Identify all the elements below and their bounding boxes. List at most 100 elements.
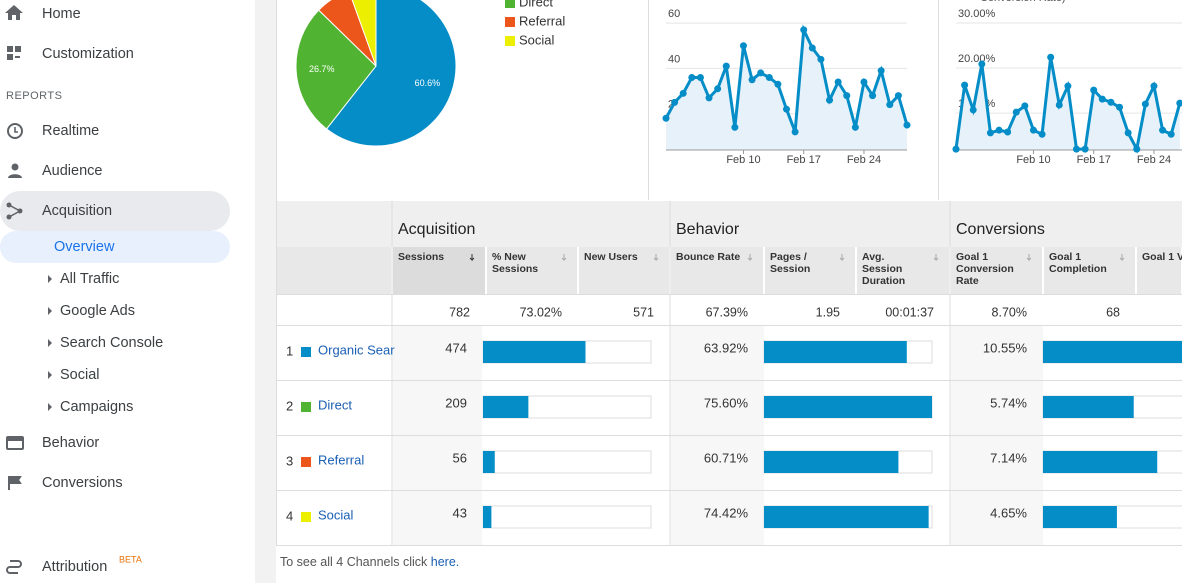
channel-swatch (301, 512, 311, 522)
total-value: 1.95 (816, 305, 840, 319)
channel-link[interactable]: Organic Sear (318, 342, 395, 357)
nav-item-active[interactable]: Overview (54, 239, 115, 255)
point (969, 106, 977, 114)
nav-section: REPORTS (6, 90, 62, 102)
column-header-label[interactable]: Sessions (492, 263, 538, 275)
nav-item[interactable]: Attribution (42, 559, 107, 575)
x-tick-label: Feb 24 (847, 154, 881, 166)
column-header-label[interactable]: Completion (1049, 263, 1107, 275)
point (1038, 130, 1046, 138)
group-header: Behavior (676, 221, 740, 238)
total-value: 782 (449, 305, 470, 319)
nav-subitem[interactable]: Search Console (60, 335, 163, 351)
sessions: 43 (453, 505, 467, 520)
point (808, 44, 816, 52)
sort-icon (747, 254, 753, 262)
nav-subitem[interactable]: Google Ads (60, 303, 135, 319)
column-header-label[interactable]: Bounce Rate (676, 251, 740, 263)
beta-badge: BETA (119, 554, 142, 564)
channel-link[interactable]: Referral (318, 452, 364, 467)
point (860, 78, 868, 86)
channel-swatch (301, 402, 311, 412)
point (851, 123, 859, 131)
pie-label: 26.7% (309, 64, 335, 74)
nav-subitem[interactable]: Campaigns (60, 399, 133, 415)
sort-icon (469, 254, 475, 262)
column-header-label[interactable]: Session (862, 263, 902, 275)
point (995, 126, 1003, 134)
point (791, 128, 799, 136)
x-tick-label: Feb 17 (1077, 154, 1111, 166)
bar (483, 451, 495, 473)
column-header-label[interactable]: Goal 1 (956, 251, 988, 263)
expand-arrow (48, 371, 52, 379)
nav-item[interactable]: Realtime (42, 123, 99, 139)
x-tick-label: Feb 10 (1016, 154, 1050, 166)
point (1090, 86, 1098, 94)
point (696, 73, 704, 81)
bar (1043, 451, 1158, 473)
bounce-rate: 74.42% (704, 505, 749, 520)
point (1150, 82, 1158, 90)
bounce-rate: 60.71% (704, 450, 749, 465)
y-tick-label: 20.00% (958, 53, 996, 65)
point (843, 92, 851, 100)
expand-arrow (48, 339, 52, 347)
bar-track (482, 450, 652, 474)
nav-item[interactable]: Conversions (42, 475, 123, 491)
nav-active (0, 231, 230, 263)
group-header-row (277, 201, 1182, 247)
cell-bg (951, 381, 1043, 435)
nav-item[interactable]: Customization (42, 46, 134, 62)
column-header-label[interactable]: Duration (862, 275, 905, 287)
column-header-label[interactable]: Sessions (398, 251, 444, 263)
point (1047, 53, 1055, 61)
chart-title: Conversion Rate) (980, 0, 1066, 4)
nav-item[interactable]: Acquisition (42, 203, 112, 219)
y-tick-label: 30.00% (958, 8, 996, 20)
nav-item[interactable]: Home (42, 6, 81, 22)
footer-link[interactable]: here. (431, 555, 460, 569)
point (765, 73, 773, 81)
bounce-rate: 63.92% (704, 340, 749, 355)
column-header-label[interactable]: Conversion (956, 263, 1014, 275)
nav-subitem[interactable]: All Traffic (60, 271, 119, 287)
total-value: 67.39% (706, 305, 748, 319)
channel-link[interactable]: Direct (318, 397, 352, 412)
nav-item[interactable]: Behavior (42, 435, 99, 451)
pie-slice (325, 0, 457, 147)
conversion-rate: 5.74% (990, 395, 1027, 410)
expand-arrow (48, 275, 52, 283)
conversion-rate: 7.14% (990, 450, 1027, 465)
nav-item[interactable]: Audience (42, 163, 102, 179)
column-header-label[interactable]: Goal 1 V (1142, 251, 1182, 263)
total-value: 571 (633, 305, 654, 319)
cell-bg (671, 326, 764, 380)
column-header-label[interactable]: Session (770, 263, 810, 275)
nav-subitem[interactable]: Social (60, 367, 100, 383)
column-header-label[interactable]: Goal 1 (1049, 251, 1081, 263)
point (1064, 82, 1072, 90)
bar (764, 341, 907, 363)
footer-text: To see all 4 Channels click here. (280, 555, 459, 569)
column-header-label[interactable]: Rate (956, 275, 979, 287)
column-header (951, 247, 1042, 294)
point (1176, 99, 1182, 107)
cell-bg (951, 326, 1043, 380)
legend-swatch (505, 36, 515, 46)
line-area (956, 57, 1180, 150)
column-header-label[interactable]: New Users (584, 251, 638, 263)
point (1004, 128, 1012, 136)
bar (1043, 506, 1117, 528)
bar (483, 341, 586, 363)
column-header-label[interactable]: Avg. (862, 251, 884, 263)
column-header-label[interactable]: % New (492, 251, 527, 263)
bar (1043, 341, 1182, 363)
channel-link[interactable]: Social (318, 507, 354, 522)
column-header-label[interactable]: Pages / (770, 251, 807, 263)
column-header (1044, 247, 1135, 294)
row-index: 2 (286, 398, 293, 413)
x-tick-label: Feb 24 (1137, 154, 1171, 166)
point (1167, 130, 1175, 138)
